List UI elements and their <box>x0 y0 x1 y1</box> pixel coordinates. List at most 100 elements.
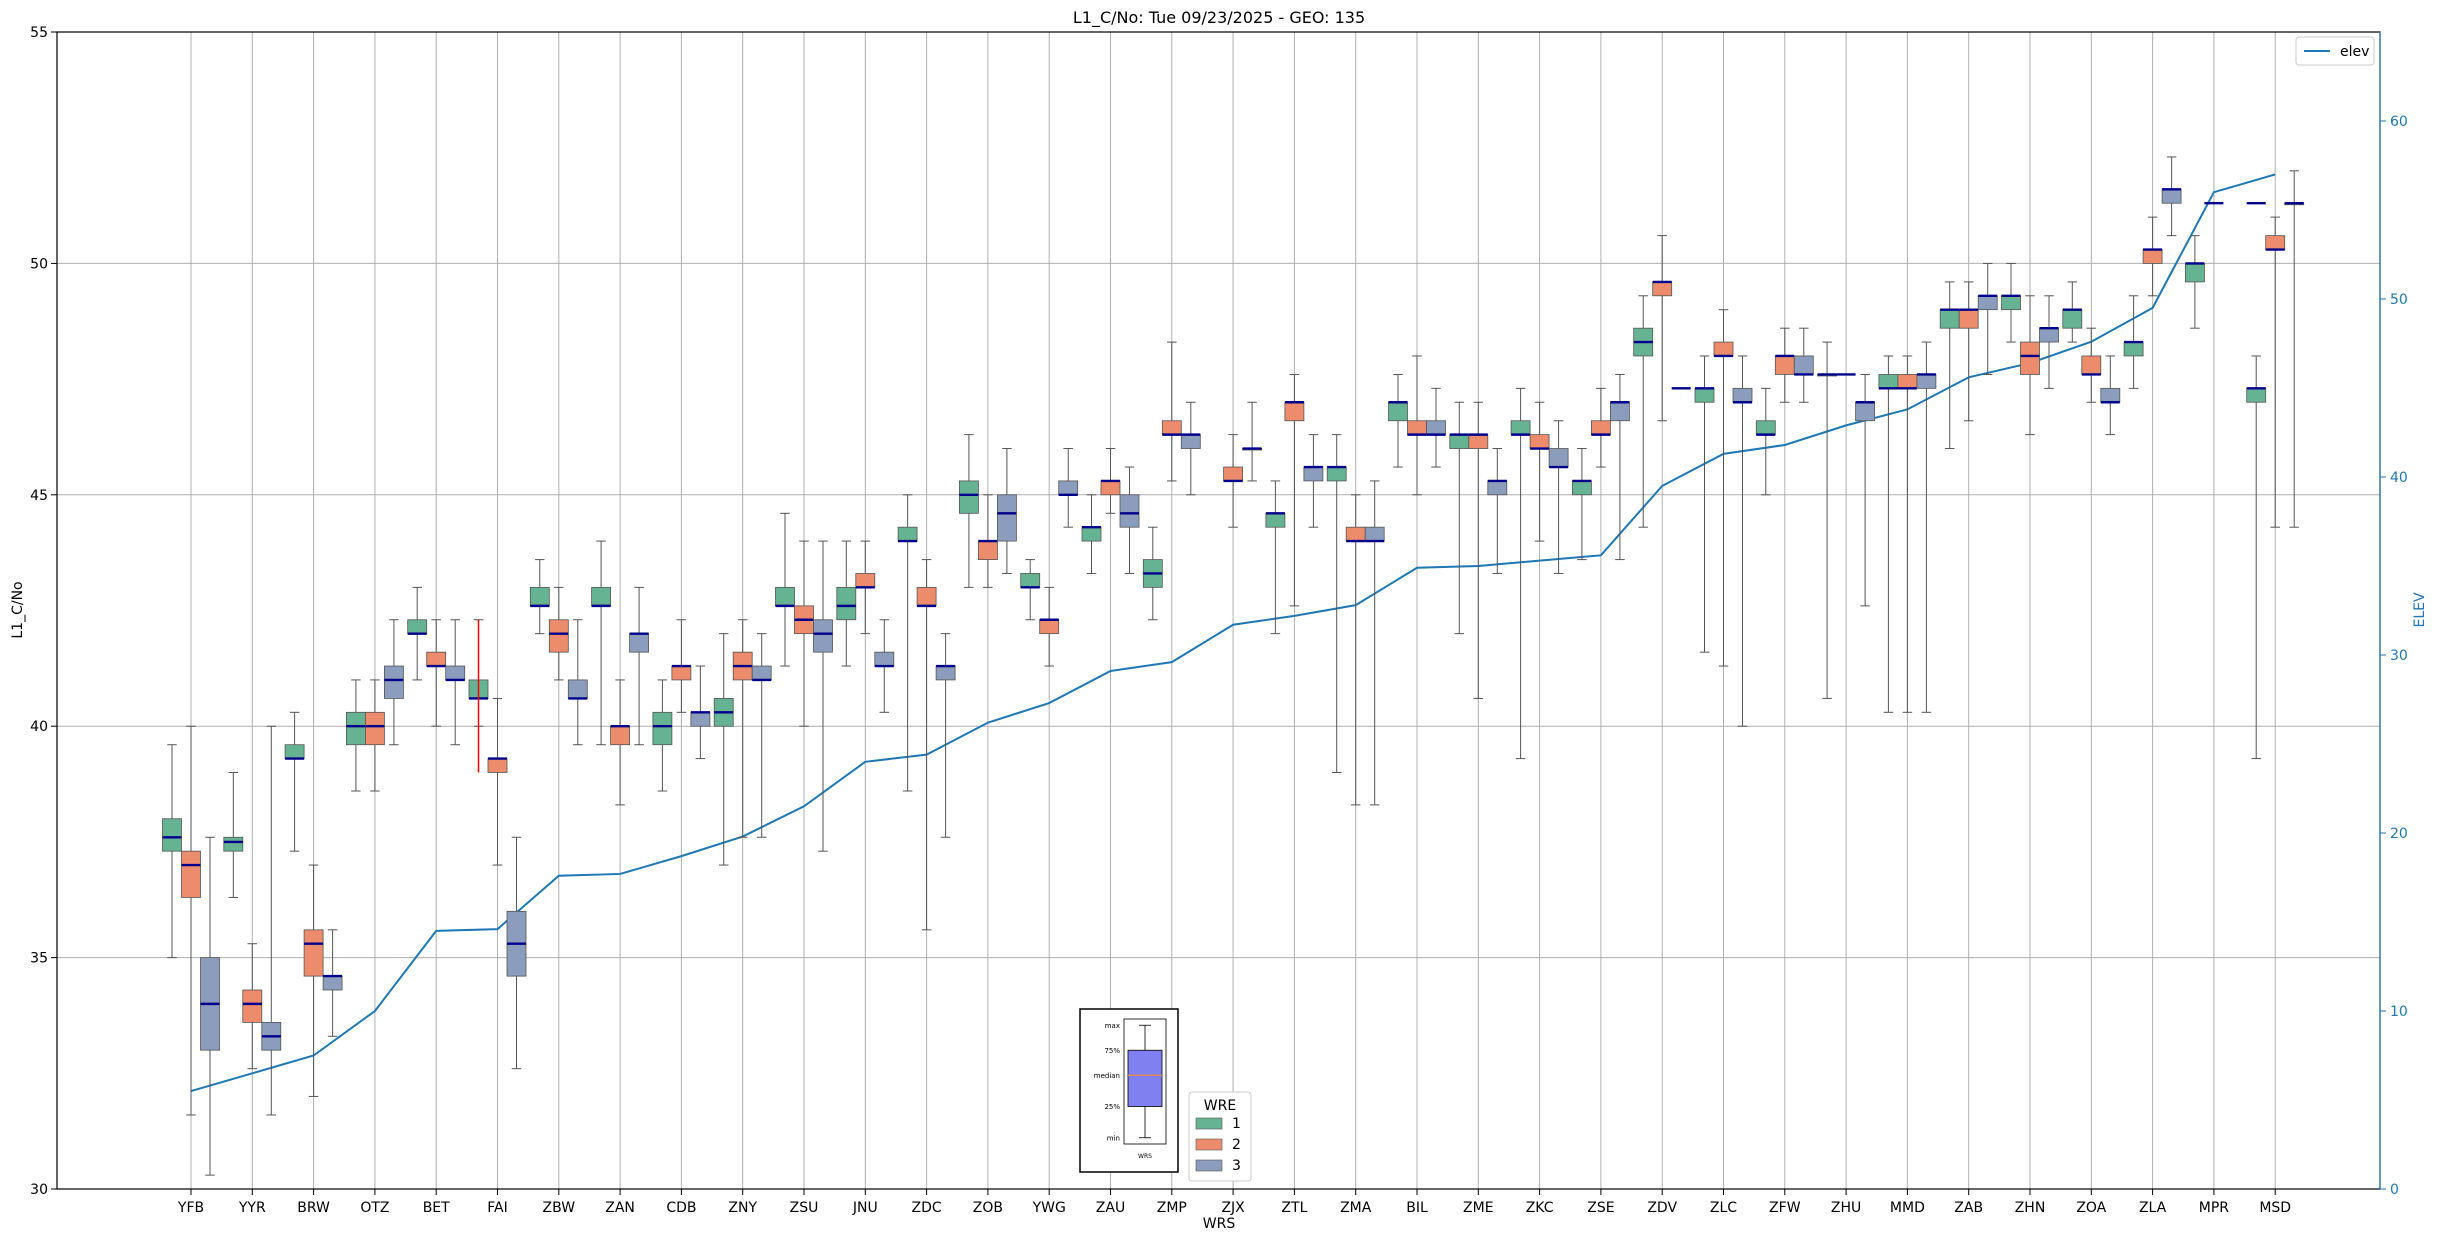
box-wre-2 <box>1100 480 1121 496</box>
box-wre-2 <box>1713 341 1734 357</box>
box-wre-3 <box>874 651 895 667</box>
x-tick-label: ZFW <box>1769 1200 1801 1216</box>
box-wre-2 <box>1223 466 1243 482</box>
inset-axes <box>1123 1018 1167 1145</box>
box-wre-1 <box>2001 295 2021 311</box>
y-tick-label: 55 <box>30 25 48 41</box>
box-wre-3 <box>1303 466 1324 482</box>
box-wre-2 <box>1407 420 1427 436</box>
y-tick-label: 30 <box>30 1182 48 1198</box>
x-tick-label: ZAB <box>1954 1200 1983 1216</box>
box-wre-2 <box>1897 374 1918 389</box>
box-wre-1 <box>1020 573 1041 588</box>
box-wre-3 <box>751 665 772 681</box>
x-tick-label: ZLC <box>1710 1200 1737 1216</box>
x-tick-label: ZSU <box>790 1200 819 1216</box>
box-wre-3 <box>2161 188 2182 204</box>
box-wre-1 <box>2062 309 2083 329</box>
box-wre-1 <box>1572 480 1592 496</box>
wre-legend-title: WRE <box>1204 1098 1236 1114</box>
elev-line <box>190 173 2276 1093</box>
box-wre-1 <box>897 526 918 542</box>
x-tick-label: ZTL <box>1281 1200 1307 1216</box>
x-tick-label: ZMA <box>1340 1200 1372 1216</box>
box-wre-2 <box>1161 420 1182 436</box>
box-wre-1 <box>1326 466 1347 482</box>
box-wre-3 <box>1977 295 1998 311</box>
x-tick-label: YYR <box>238 1200 266 1216</box>
box-wre-1 <box>345 711 366 746</box>
box-wre-1 <box>591 586 611 607</box>
box-wre-2 <box>1958 309 1979 329</box>
box-wre-1 <box>1694 387 1715 403</box>
box-wre-3 <box>567 679 588 699</box>
box-wre-2 <box>855 573 876 588</box>
box-wre-1 <box>2246 387 2267 403</box>
wre-legend-label-3: 3 <box>1232 1158 1241 1174</box>
elev-legend-frame <box>2295 36 2375 66</box>
wre-legend-swatch-3 <box>1195 1159 1223 1172</box>
box-wre-1 <box>2123 341 2144 357</box>
x-tick-label: ZME <box>1463 1200 1494 1216</box>
x-tick-label: ZAN <box>605 1200 635 1216</box>
x-tick-label: MPR <box>2199 1200 2230 1216</box>
box-wre-3 <box>2039 327 2059 343</box>
box-wre-1 <box>1878 374 1899 389</box>
box-wre-3 <box>1610 401 1630 422</box>
x-tick-label: ZDC <box>912 1200 942 1216</box>
wre-legend-swatch-1 <box>1195 1117 1223 1130</box>
box-wre-1 <box>1265 512 1286 528</box>
box-wre-3 <box>1426 420 1446 436</box>
inset-label-q3: 75% <box>1104 1047 1120 1055</box>
inset-label-min: min <box>1107 1134 1120 1142</box>
box-wre-2 <box>2020 341 2040 375</box>
box-wre-1 <box>1388 401 1408 422</box>
box-wre-3 <box>813 619 833 653</box>
box-wre-3 <box>1548 448 1569 468</box>
x-tick-label: BET <box>423 1200 450 1216</box>
box-wre-1 <box>162 818 182 852</box>
y2-tick-label: 40 <box>2390 470 2408 486</box>
box-wre-3 <box>935 665 956 681</box>
elev-legend-label: elev <box>2340 44 2369 60</box>
box-wre-1 <box>959 480 979 514</box>
x-tick-label: MSD <box>2259 1200 2291 1216</box>
box-wre-3 <box>383 665 404 699</box>
inset-box-body <box>1127 1049 1163 1107</box>
box-wre-1 <box>1449 434 1470 449</box>
x-tick-label: ZSE <box>1587 1200 1614 1216</box>
y-tick-label: 40 <box>30 719 48 735</box>
x-tick-label: YWG <box>1032 1200 1066 1216</box>
x-tick-label: ZKC <box>1526 1200 1554 1216</box>
x-tick-label: ZOB <box>973 1200 1003 1216</box>
box-wre-2 <box>487 758 508 773</box>
wre-legend-label-2: 2 <box>1232 1137 1241 1153</box>
x-tick-label: OTZ <box>360 1200 389 1216</box>
inset-label-q1: 25% <box>1104 1103 1120 1111</box>
box-wre-2 <box>2142 249 2163 264</box>
box-wre-3 <box>1058 480 1079 496</box>
x-tick-label: YFB <box>177 1200 204 1216</box>
box-wre-1 <box>407 619 428 635</box>
x-tick-label: ZHN <box>2015 1200 2046 1216</box>
inset-xlabel: WRS <box>1138 1153 1152 1160</box>
box-wre-3 <box>1364 526 1385 542</box>
box-wre-1 <box>223 836 244 852</box>
box-wre-3 <box>2100 387 2121 403</box>
x-tick-label: ZLA <box>2139 1200 2167 1216</box>
box-wre-1 <box>2184 262 2205 283</box>
box-wre-2 <box>1529 434 1550 449</box>
box-wre-1 <box>1939 309 1960 329</box>
elev-legend: elev <box>2295 36 2375 66</box>
box-wre-2 <box>2265 235 2286 250</box>
box-wre-3 <box>1793 355 1814 375</box>
x-tick-label: ZOA <box>2076 1200 2106 1216</box>
box-wre-2 <box>181 850 201 898</box>
axes: YFB YYR BRW OTZ BET FAI ZBW ZAN CDB ZNY ZSU JNU ZDC Z… <box>30 25 2408 1216</box>
x-tick-label: BRW <box>297 1200 330 1216</box>
box-wre-1 <box>284 744 305 759</box>
chart-title: L1_C/No: Tue 09/23/2025 - GEO: 135 <box>1073 8 1365 28</box>
box-wre-2 <box>671 665 692 681</box>
box-wre-1 <box>775 586 795 607</box>
